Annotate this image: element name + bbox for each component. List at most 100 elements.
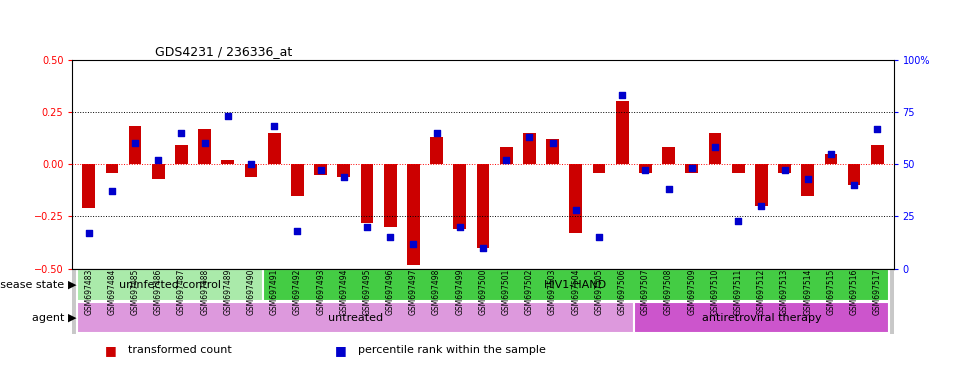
Point xyxy=(591,234,607,240)
Text: GSM697517: GSM697517 xyxy=(873,269,882,315)
Bar xyxy=(848,164,861,185)
Bar xyxy=(825,154,838,164)
Text: ■: ■ xyxy=(335,344,347,357)
Text: GSM697498: GSM697498 xyxy=(432,269,441,315)
Text: GSM697489: GSM697489 xyxy=(223,269,233,315)
Bar xyxy=(77,302,634,333)
Bar xyxy=(384,164,397,227)
Point xyxy=(336,174,352,180)
Bar xyxy=(291,164,304,195)
Bar xyxy=(152,164,164,179)
Text: ■: ■ xyxy=(105,344,117,357)
Text: GSM697500: GSM697500 xyxy=(478,269,488,315)
Bar xyxy=(128,126,141,164)
Bar xyxy=(871,145,884,164)
Bar xyxy=(430,137,443,164)
Bar xyxy=(105,164,118,172)
Bar xyxy=(198,129,211,164)
Bar xyxy=(709,133,722,164)
Text: GSM697509: GSM697509 xyxy=(687,269,696,315)
Bar xyxy=(755,164,768,206)
Text: uninfected control: uninfected control xyxy=(119,280,221,290)
Text: GSM697503: GSM697503 xyxy=(548,269,557,315)
Point xyxy=(614,92,630,98)
Bar xyxy=(337,164,351,177)
Bar xyxy=(685,164,698,172)
Bar xyxy=(802,164,814,195)
Point xyxy=(383,234,398,240)
Text: GSM697516: GSM697516 xyxy=(850,269,859,315)
Point xyxy=(359,224,375,230)
Point xyxy=(545,140,560,146)
Text: ▶: ▶ xyxy=(68,313,76,323)
Text: GSM697483: GSM697483 xyxy=(84,269,93,315)
Bar xyxy=(221,160,234,164)
Point xyxy=(174,130,189,136)
Bar xyxy=(779,164,791,172)
Bar xyxy=(732,164,745,172)
Point xyxy=(81,230,97,236)
Bar xyxy=(499,147,513,164)
Point xyxy=(568,207,583,213)
Bar xyxy=(268,133,281,164)
Point xyxy=(730,218,746,224)
Bar xyxy=(639,164,652,172)
Point xyxy=(707,144,723,151)
Text: GSM697511: GSM697511 xyxy=(733,269,743,315)
Text: GSM697514: GSM697514 xyxy=(803,269,812,315)
Point xyxy=(869,126,885,132)
Bar xyxy=(634,302,889,333)
Bar xyxy=(263,270,889,301)
Text: GSM697493: GSM697493 xyxy=(316,269,326,315)
Text: GSM697507: GSM697507 xyxy=(640,269,650,315)
Text: transformed count: transformed count xyxy=(128,345,232,355)
Point xyxy=(475,245,491,251)
Text: GSM697491: GSM697491 xyxy=(270,269,279,315)
Point xyxy=(661,186,676,192)
Bar xyxy=(175,145,187,164)
Point xyxy=(753,203,769,209)
Point xyxy=(243,161,259,167)
Bar xyxy=(77,270,263,301)
Point xyxy=(498,157,514,163)
Text: GSM697504: GSM697504 xyxy=(571,269,581,315)
Point xyxy=(220,113,236,119)
Bar xyxy=(476,164,490,248)
Text: GSM697487: GSM697487 xyxy=(177,269,186,315)
Bar xyxy=(407,164,420,265)
Bar xyxy=(662,147,675,164)
Text: GSM697510: GSM697510 xyxy=(710,269,720,315)
Point xyxy=(800,176,815,182)
Text: GSM697502: GSM697502 xyxy=(525,269,534,315)
Point xyxy=(452,224,468,230)
Text: disease state: disease state xyxy=(0,280,68,290)
Text: GSM697512: GSM697512 xyxy=(756,269,766,315)
Text: HIV1-HAND: HIV1-HAND xyxy=(544,280,608,290)
Text: GSM697488: GSM697488 xyxy=(200,269,210,315)
Bar xyxy=(615,101,629,164)
Point xyxy=(290,228,305,234)
Text: GSM697496: GSM697496 xyxy=(385,269,395,315)
Point xyxy=(522,134,537,140)
Text: GSM697508: GSM697508 xyxy=(664,269,673,315)
Text: GSM697505: GSM697505 xyxy=(594,269,604,315)
Text: GSM697501: GSM697501 xyxy=(501,269,511,315)
Text: GSM697499: GSM697499 xyxy=(455,269,465,315)
Bar xyxy=(82,164,95,208)
Text: GSM697490: GSM697490 xyxy=(246,269,256,315)
Point xyxy=(197,140,213,146)
Text: percentile rank within the sample: percentile rank within the sample xyxy=(358,345,546,355)
Text: GSM697513: GSM697513 xyxy=(780,269,789,315)
Point xyxy=(267,123,282,129)
Point xyxy=(128,140,143,146)
Bar xyxy=(592,164,606,172)
Point xyxy=(777,167,792,174)
Text: GSM697492: GSM697492 xyxy=(293,269,302,315)
Text: ▶: ▶ xyxy=(68,280,76,290)
Point xyxy=(104,188,120,194)
Bar xyxy=(523,133,536,164)
Text: GDS4231 / 236336_at: GDS4231 / 236336_at xyxy=(155,45,292,58)
Text: GSM697486: GSM697486 xyxy=(154,269,163,315)
Point xyxy=(846,182,862,188)
Point xyxy=(151,157,166,163)
